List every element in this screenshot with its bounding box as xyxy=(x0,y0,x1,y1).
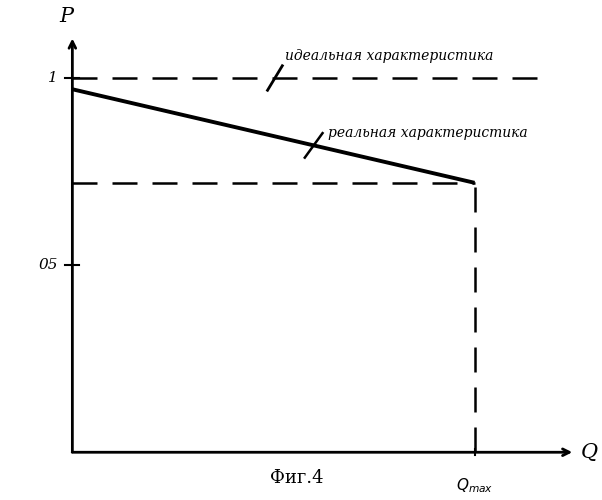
Text: 05: 05 xyxy=(38,258,58,272)
Text: реальная характеристика: реальная характеристика xyxy=(329,126,528,140)
Text: Q: Q xyxy=(581,443,598,462)
Text: идеальная характеристика: идеальная характеристика xyxy=(285,50,494,64)
Text: Фиг.4: Фиг.4 xyxy=(270,468,324,486)
Text: 1: 1 xyxy=(48,71,58,85)
Text: $Q_{max}$: $Q_{max}$ xyxy=(456,477,493,496)
Text: P: P xyxy=(60,7,73,26)
